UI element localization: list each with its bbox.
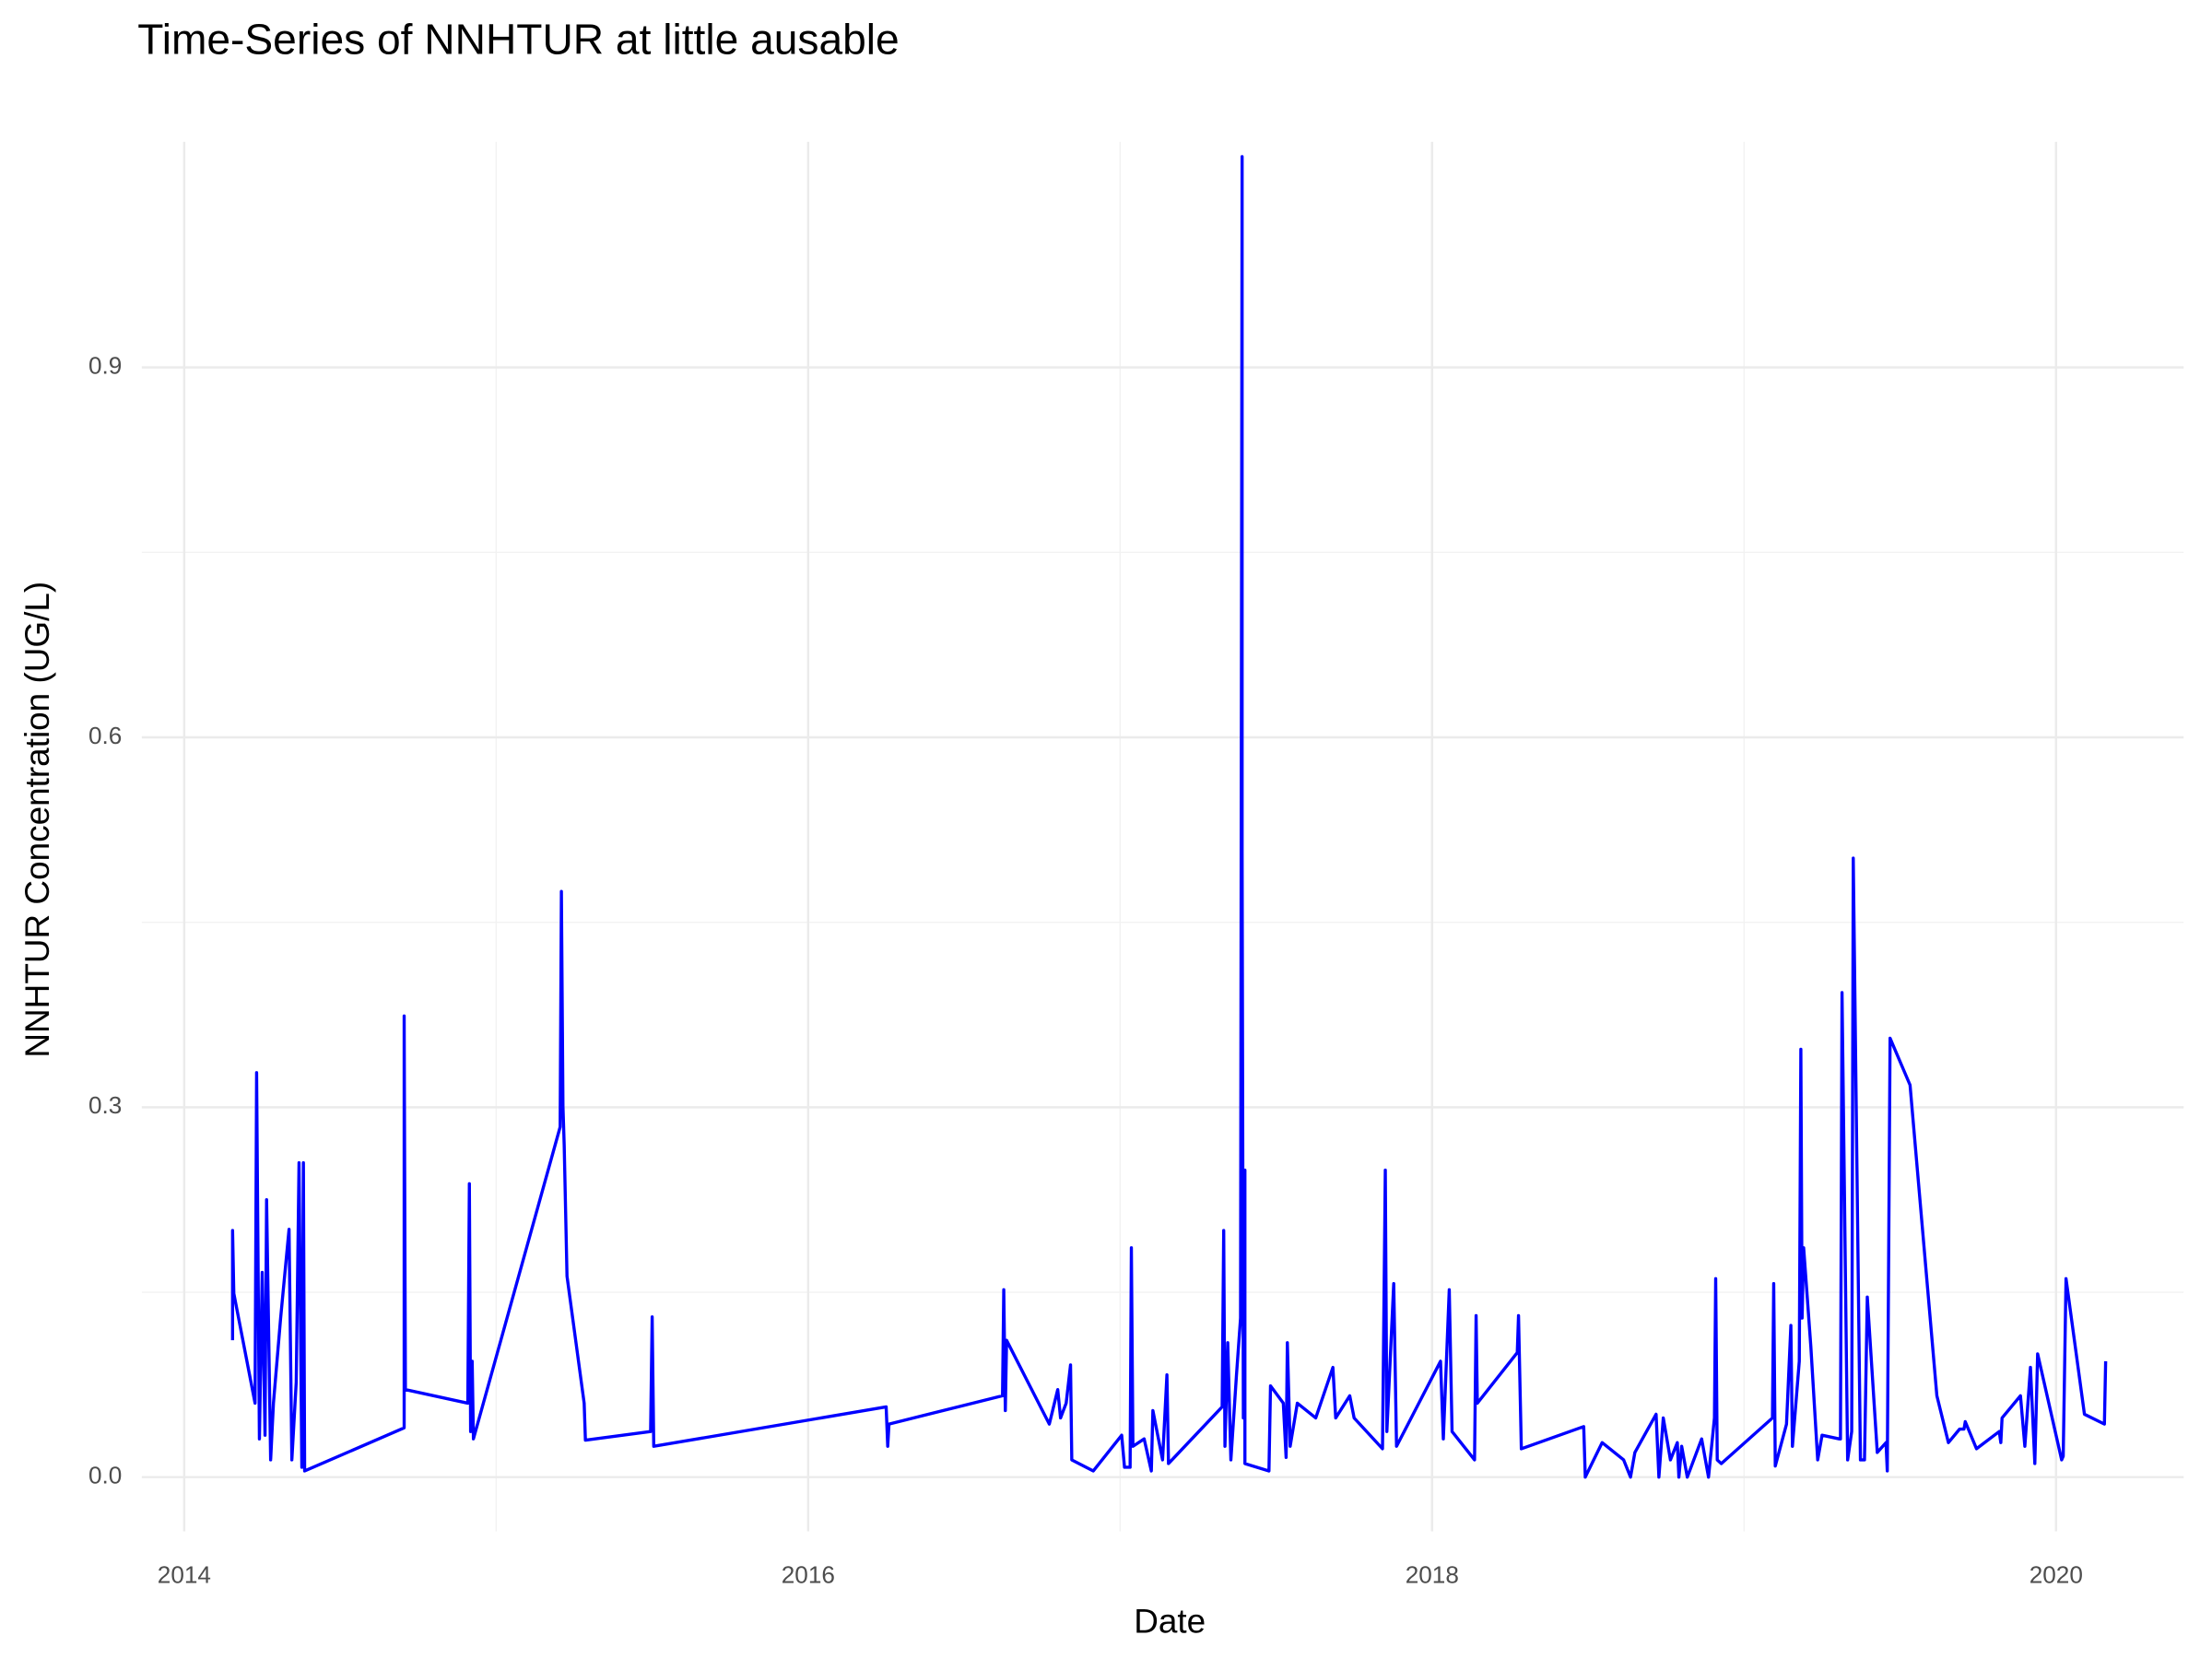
y-axis-title: NNHTUR Concentration (UG/L) [18,582,56,1058]
y-tick-label: 0.0 [88,1462,122,1489]
data-line [230,155,2108,1479]
chart-title: Time-Series of NNHTUR at little ausable [137,15,899,63]
x-axis-title: Date [1134,1602,1206,1640]
y-tick-label: 0.6 [88,722,122,749]
y-tick-label: 0.3 [88,1091,122,1119]
plot [230,155,2108,1479]
x-tick-label: 2016 [782,1561,835,1589]
x-tick-label: 2020 [2030,1561,2083,1589]
x-tick-label: 2018 [1406,1561,1459,1589]
grid [141,141,2184,1532]
y-tick-label: 0.9 [88,352,122,380]
x-tick-label: 2014 [158,1561,211,1589]
